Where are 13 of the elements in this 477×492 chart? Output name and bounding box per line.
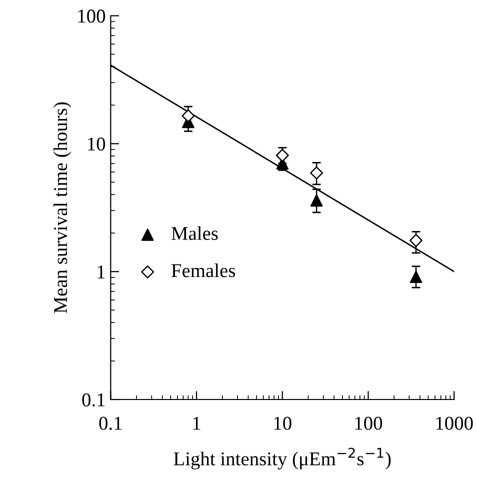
legend-label: Females	[172, 264, 236, 278]
y-tick-label: 10	[88, 137, 106, 151]
x-tick-label: 100	[355, 416, 382, 430]
x-axis-title: Light intensity (μEm$^{−2}$s$^{−1}$)	[174, 448, 391, 470]
x-tick-label: 10	[274, 416, 292, 430]
y-axis-title: Mean survival time (hours)	[53, 102, 72, 314]
y-tick-label: 1	[98, 265, 105, 278]
legend-label: Males	[172, 226, 218, 240]
y-tick-label: 0.1	[82, 393, 105, 407]
x-tick-label: 1000	[436, 416, 473, 430]
x-tick-label: 1	[193, 416, 200, 430]
y-tick-label: 100	[78, 10, 106, 23]
x-tick-label: 0.1	[99, 416, 122, 430]
